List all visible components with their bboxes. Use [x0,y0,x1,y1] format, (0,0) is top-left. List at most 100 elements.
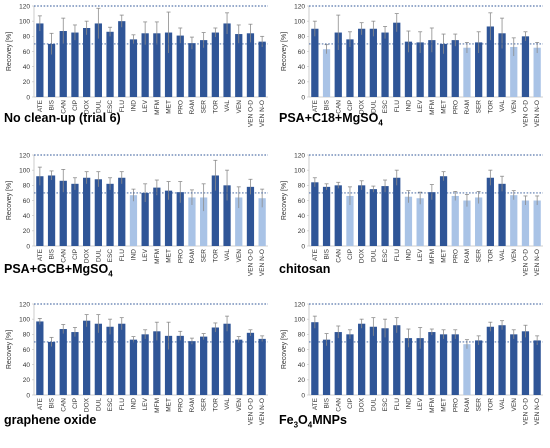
bar-ven [235,34,243,97]
x-tick-label: IND [405,249,412,261]
bar-esc [381,32,389,97]
x-tick-label: ATE [312,397,319,410]
x-tick-label: MFM [154,249,161,264]
y-tick-label: 40 [23,213,31,220]
x-tick-label: ATE [312,248,319,261]
y-tick-label: 100 [19,316,30,323]
bar-ind [129,39,138,97]
x-tick-label: RAM [189,100,196,114]
x-tick-label: PRO [177,398,184,412]
x-tick-label: MFM [429,100,436,115]
bar-dul [369,326,377,395]
y-tick-label: 20 [23,228,31,235]
bar-ser [475,197,483,246]
x-tick-label: PRO [177,249,184,263]
bar-dox [83,320,91,395]
x-tick-label: VEN N-O [259,100,266,127]
y-tick-label: 60 [298,49,306,56]
y-tick-label: 100 [19,18,30,25]
y-tick-label: 100 [294,18,305,25]
x-tick-label: DOX [84,248,91,263]
y-tick-label: 20 [298,377,306,384]
x-tick-label: TOR [212,398,219,412]
x-tick-label: VEN [236,100,243,114]
bar-mfm [428,192,436,246]
x-tick-label: VEN O-D [522,398,529,425]
bar-mfm [153,187,161,246]
bar-can [334,32,342,97]
bar-ind [129,339,138,395]
x-tick-label: MET [166,249,173,263]
y-tick-label: 80 [23,332,31,339]
bar-bis [322,49,331,97]
bar-ser [200,40,208,97]
x-tick-label: IND [405,100,412,112]
bar-bis [322,339,331,395]
bar-cip [346,334,354,395]
x-tick-label: CIP [347,100,354,111]
x-tick-label: LEV [417,248,424,261]
x-tick-label: CIP [72,249,79,260]
bar-dul [94,23,102,97]
x-tick-label: VAL [224,100,231,112]
bar-bis [322,186,331,246]
bar-bis [47,175,56,246]
title-text: O [298,413,308,427]
bar-dox [83,27,91,97]
y-tick-label: 60 [23,49,31,56]
bar-tor [211,32,219,97]
y-tick-label: 0 [301,94,305,101]
bar-cip [71,183,79,246]
y-tick-label: 120 [294,3,305,10]
bar-dul [94,179,102,246]
bar-val [223,185,231,246]
y-tick-label: 100 [294,316,305,323]
y-tick-label: 120 [294,301,305,308]
bar-ven [510,46,518,97]
y-tick-label: 20 [298,228,306,235]
bar-esc [106,31,114,97]
bar-dox [358,28,366,97]
title-text: PSA+GCB+MgSO [4,262,109,276]
x-tick-label: MET [441,100,448,114]
x-tick-label: DOX [84,99,91,114]
x-tick-label: VEN N-O [259,398,266,425]
x-tick-label: VAL [224,249,231,261]
bar-tor [486,177,494,246]
x-tick-label: VEN N-O [259,249,266,276]
x-tick-label: PRO [452,249,459,263]
bar-flu [118,323,126,395]
bar-met [439,334,448,395]
bar-ven-o-d [521,200,530,246]
x-tick-label: VAL [499,100,506,112]
y-axis-label: Recovey [%] [6,181,13,220]
x-tick-label: SER [476,398,483,412]
bar-chart-3: 0 20 40 60 80 100 120 Recovey [%] ATE BIS CAN CIP DO… [6,152,268,276]
x-tick-label: FLU [394,249,401,262]
x-tick-label: MFM [429,249,436,264]
x-tick-label: DUL [370,249,377,262]
y-axis-label: Recovey [%] [6,330,13,369]
bar-val [498,33,506,97]
x-tick-label: VEN [511,398,518,412]
x-tick-label: DUL [95,249,102,262]
bar-flu [118,21,126,98]
x-tick-label: VEN O-D [247,249,254,276]
title-text: PSA+C18+MgSO [279,111,379,125]
bar-mfm [428,332,436,395]
x-tick-label: RAM [189,398,196,412]
title-subscript: 3 [293,420,299,430]
bar-can [334,185,342,246]
x-tick-label: IND [130,398,137,410]
y-tick-label: 20 [298,79,306,86]
y-tick-label: 60 [23,347,31,354]
chart-title: Fe3O4MNPs [279,413,347,430]
bar-met [439,176,448,246]
bar-ate [311,182,319,246]
bar-lev [141,334,149,395]
x-tick-label: VAL [499,398,506,410]
bar-pro [176,335,184,395]
bar-lev [141,192,149,246]
y-axis-label: Recovey [%] [281,32,288,71]
